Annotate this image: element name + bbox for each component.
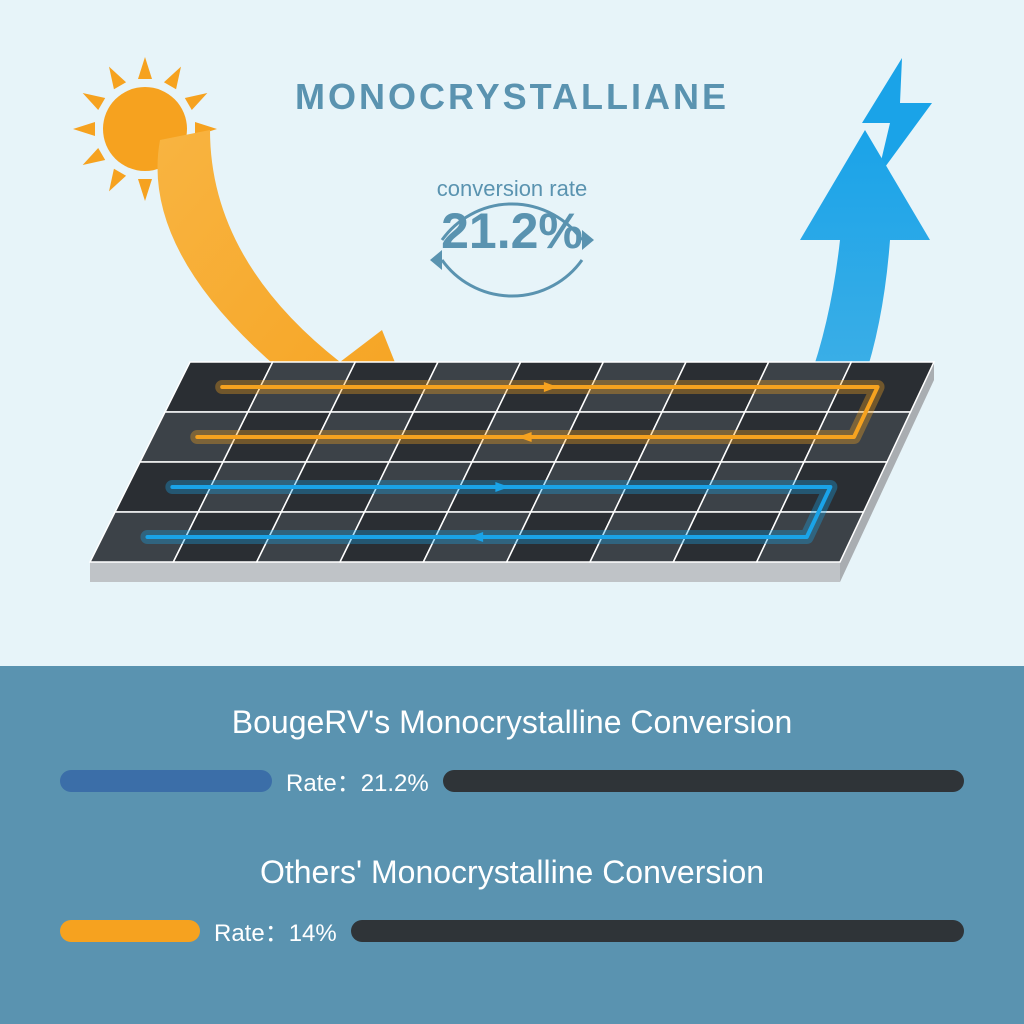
bar-fill-1	[60, 920, 200, 942]
bar-row-0: Rate：21.2%	[60, 763, 964, 798]
bar-section-0: BougeRV's Monocrystalline Conversion Rat…	[60, 704, 964, 798]
bar-fill-0	[60, 770, 272, 792]
bar-section-1: Others' Monocrystalline Conversion Rate：…	[60, 854, 964, 948]
comparison-panel: BougeRV's Monocrystalline Conversion Rat…	[0, 666, 1024, 1024]
bar-title-0: BougeRV's Monocrystalline Conversion	[60, 704, 964, 741]
bar-track-1	[351, 920, 964, 942]
bar-track-0	[443, 770, 964, 792]
top-panel: MONOCRYSTALLIANE conversion rate 21.2%	[0, 0, 1024, 666]
infographic-root: MONOCRYSTALLIANE conversion rate 21.2%	[0, 0, 1024, 1024]
bar-row-1: Rate：14%	[60, 913, 964, 948]
bar-title-1: Others' Monocrystalline Conversion	[60, 854, 964, 891]
solar-panel	[80, 352, 944, 622]
bar-rate-0: Rate：21.2%	[286, 763, 429, 798]
bar-rate-1: Rate：14%	[214, 913, 337, 948]
